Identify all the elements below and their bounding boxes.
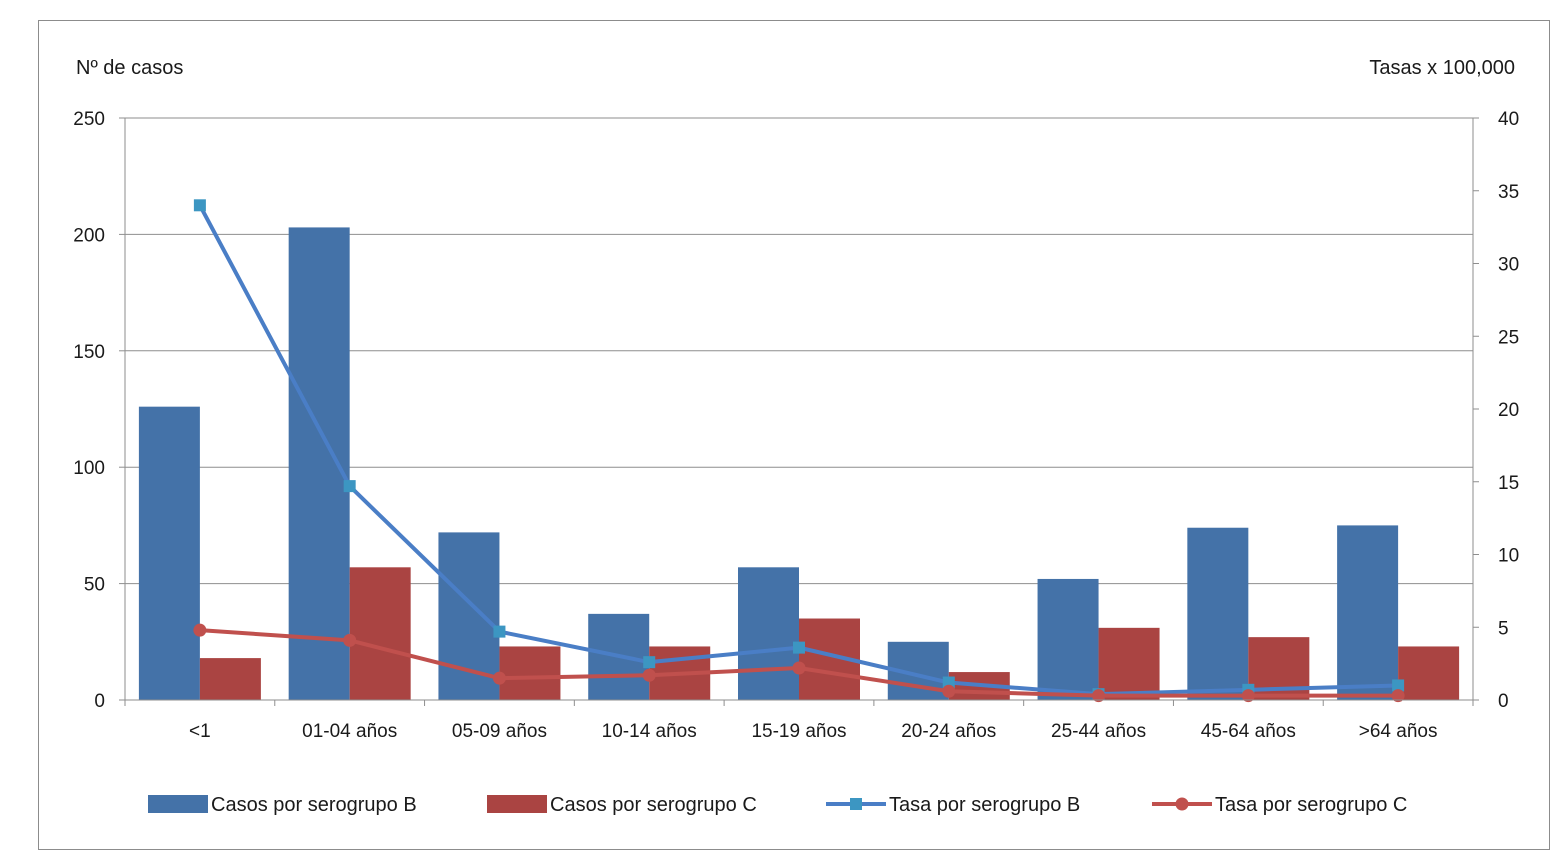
legend-marker: [1175, 797, 1189, 811]
left-tick-label: 0: [94, 691, 105, 712]
point-tasa-c: [942, 684, 956, 698]
lines: [193, 199, 1405, 703]
legend-marker: [850, 798, 862, 810]
point-tasa-c: [1241, 689, 1255, 703]
x-tick-label: 10-14 años: [602, 721, 697, 742]
bar-serogrupo-b: [1037, 578, 1099, 700]
bar-serogrupo-b: [288, 227, 350, 700]
legend-swatch: [148, 795, 208, 813]
point-tasa-b: [493, 625, 506, 638]
bar-serogrupo-b: [138, 406, 200, 700]
legend: Casos por serogrupo B Casos por serogrupo…: [148, 794, 1407, 816]
x-tick-label: 45-64 años: [1201, 721, 1296, 742]
bar-serogrupo-c: [349, 567, 411, 700]
x-tick-label: >64 años: [1359, 721, 1438, 742]
bar-serogrupo-c: [199, 658, 261, 700]
legend-label: Tasa por serogrupo B: [889, 794, 1080, 816]
point-tasa-b: [643, 656, 656, 669]
legend-swatch: [487, 795, 547, 813]
point-tasa-c: [642, 668, 656, 682]
right-tick-label: 30: [1498, 255, 1519, 276]
bar-serogrupo-c: [1098, 627, 1160, 700]
bar-serogrupo-c: [499, 646, 561, 700]
point-tasa-b: [193, 199, 206, 212]
bar-serogrupo-c: [1398, 646, 1460, 700]
x-tick-label: 15-19 años: [751, 721, 846, 742]
left-tick-label: 150: [73, 342, 105, 363]
point-tasa-c: [1391, 689, 1405, 703]
x-tick-label: 01-04 años: [302, 721, 397, 742]
left-tick-label: 250: [73, 109, 105, 130]
right-tick-label: 10: [1498, 546, 1519, 567]
combo-chart: 0 50 100 150 200 250 0 5 10 15 20 25 30 35 40 <1 01-04 a…: [73, 57, 1519, 816]
right-axis-title: Tasas x 100,000: [1369, 57, 1515, 79]
point-tasa-b: [1392, 679, 1405, 692]
left-tick-label: 100: [73, 458, 105, 479]
right-tick-label: 25: [1498, 327, 1519, 348]
left-axis-title: Nº de casos: [76, 57, 183, 79]
right-tick-label: 40: [1498, 109, 1519, 130]
left-tick-label: 200: [73, 225, 105, 246]
bar-serogrupo-b: [1187, 527, 1249, 700]
legend-label: Casos por serogrupo C: [550, 794, 757, 816]
legend-label: Casos por serogrupo B: [211, 794, 417, 816]
right-tick-label: 20: [1498, 400, 1519, 421]
left-tick-label: 50: [84, 575, 105, 596]
x-tick-label: <1: [189, 721, 211, 742]
legend-label: Tasa por serogrupo C: [1215, 794, 1407, 816]
bar-serogrupo-b: [738, 567, 799, 700]
point-tasa-c: [343, 633, 357, 647]
right-tick-label: 15: [1498, 473, 1519, 494]
point-tasa-c: [792, 661, 806, 675]
point-tasa-b: [793, 641, 805, 654]
right-tick-label: 35: [1498, 182, 1519, 203]
x-tick-label: 25-44 años: [1051, 721, 1146, 742]
right-tick-label: 5: [1498, 618, 1509, 639]
bar-serogrupo-b: [1337, 525, 1399, 700]
x-tick-label: 20-24 años: [901, 721, 996, 742]
point-tasa-c: [492, 671, 506, 685]
right-tick-label: 0: [1498, 691, 1509, 712]
axes: 0 50 100 150 200 250 0 5 10 15 20 25 30 35 40 <1 01-04 a…: [73, 109, 1519, 742]
point-tasa-b: [343, 480, 356, 493]
point-tasa-c: [193, 623, 207, 637]
x-tick-label: 05-09 años: [452, 721, 547, 742]
point-tasa-c: [1092, 689, 1106, 703]
